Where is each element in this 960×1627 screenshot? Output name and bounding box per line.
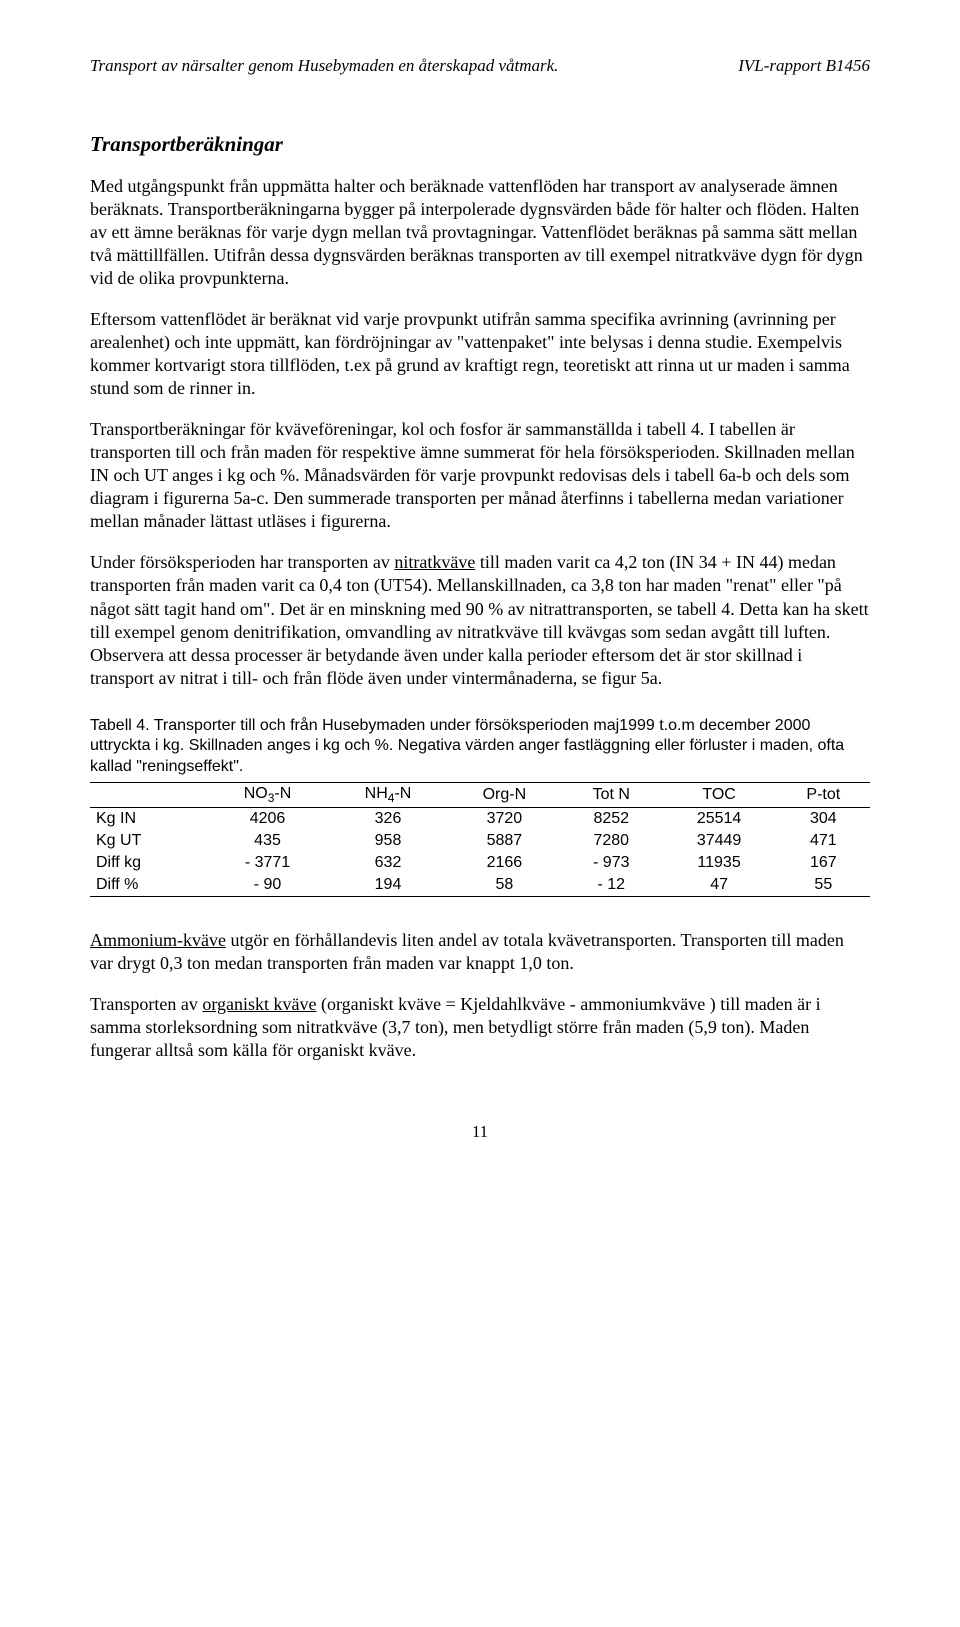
cell: 2166 bbox=[448, 852, 561, 874]
cell: 55 bbox=[777, 874, 870, 897]
cell: 25514 bbox=[662, 808, 777, 831]
header-right: IVL-rapport B1456 bbox=[738, 56, 870, 76]
paragraph-6-pre: Transporten av bbox=[90, 994, 202, 1014]
cell: - 90 bbox=[207, 874, 328, 897]
cell: 632 bbox=[328, 852, 448, 874]
col-ptot: P-tot bbox=[777, 783, 870, 808]
col-toc: TOC bbox=[662, 783, 777, 808]
paragraph-4-post: till maden varit ca 4,2 ton (IN 34 + IN … bbox=[90, 552, 869, 687]
paragraph-6-underline: organiskt kväve bbox=[202, 994, 316, 1014]
cell: - 12 bbox=[561, 874, 662, 897]
paragraph-6: Transporten av organiskt kväve (organisk… bbox=[90, 993, 870, 1062]
cell: 7280 bbox=[561, 830, 662, 852]
cell: 4206 bbox=[207, 808, 328, 831]
cell: 304 bbox=[777, 808, 870, 831]
cell: 3720 bbox=[448, 808, 561, 831]
cell: 167 bbox=[777, 852, 870, 874]
paragraph-4-pre: Under försöksperioden har transporten av bbox=[90, 552, 394, 572]
cell: 326 bbox=[328, 808, 448, 831]
page: Transport av närsalter genom Husebymaden… bbox=[0, 0, 960, 1190]
cell: 8252 bbox=[561, 808, 662, 831]
paragraph-1: Med utgångspunkt från uppmätta halter oc… bbox=[90, 175, 870, 290]
table-row: Kg IN 4206 326 3720 8252 25514 304 bbox=[90, 808, 870, 831]
table-header-row: NO3-N NH4-N Org-N Tot N TOC P-tot bbox=[90, 783, 870, 808]
section-heading: Transportberäkningar bbox=[90, 132, 870, 157]
col-blank bbox=[90, 783, 207, 808]
header-left: Transport av närsalter genom Husebymaden… bbox=[90, 56, 558, 76]
cell: 958 bbox=[328, 830, 448, 852]
col-totn: Tot N bbox=[561, 783, 662, 808]
transport-table: NO3-N NH4-N Org-N Tot N TOC P-tot Kg IN … bbox=[90, 782, 870, 897]
paragraph-4-underline: nitratkväve bbox=[394, 552, 475, 572]
cell: 5887 bbox=[448, 830, 561, 852]
cell: 47 bbox=[662, 874, 777, 897]
page-number: 11 bbox=[90, 1122, 870, 1142]
cell: 194 bbox=[328, 874, 448, 897]
cell: - 3771 bbox=[207, 852, 328, 874]
cell: 58 bbox=[448, 874, 561, 897]
cell: 37449 bbox=[662, 830, 777, 852]
paragraph-5: Ammonium-kväve utgör en förhållandevis l… bbox=[90, 929, 870, 975]
page-header: Transport av närsalter genom Husebymaden… bbox=[90, 56, 870, 76]
row-label: Diff kg bbox=[90, 852, 207, 874]
table-row: Kg UT 435 958 5887 7280 37449 471 bbox=[90, 830, 870, 852]
cell: 435 bbox=[207, 830, 328, 852]
table-caption: Tabell 4. Transporter till och från Huse… bbox=[90, 716, 870, 778]
table-row: Diff kg - 3771 632 2166 - 973 11935 167 bbox=[90, 852, 870, 874]
paragraph-5-underline: Ammonium-kväve bbox=[90, 930, 226, 950]
paragraph-3: Transportberäkningar för kväveföreningar… bbox=[90, 418, 870, 533]
row-label: Diff % bbox=[90, 874, 207, 897]
row-label: Kg UT bbox=[90, 830, 207, 852]
cell: 11935 bbox=[662, 852, 777, 874]
cell: 471 bbox=[777, 830, 870, 852]
cell: - 973 bbox=[561, 852, 662, 874]
table-row: Diff % - 90 194 58 - 12 47 55 bbox=[90, 874, 870, 897]
paragraph-4: Under försöksperioden har transporten av… bbox=[90, 551, 870, 689]
col-nh4n: NH4-N bbox=[328, 783, 448, 808]
col-no3n: NO3-N bbox=[207, 783, 328, 808]
col-orgn: Org-N bbox=[448, 783, 561, 808]
paragraph-2: Eftersom vattenflödet är beräknat vid va… bbox=[90, 308, 870, 400]
row-label: Kg IN bbox=[90, 808, 207, 831]
